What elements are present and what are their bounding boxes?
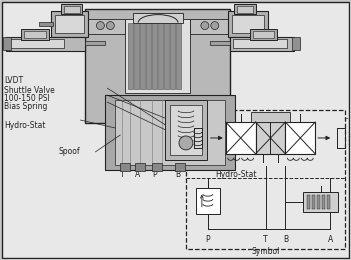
Bar xyxy=(133,13,183,23)
Bar xyxy=(9,40,64,48)
Bar xyxy=(24,30,46,38)
Text: P: P xyxy=(152,170,157,179)
Bar xyxy=(237,6,253,13)
Bar xyxy=(317,195,320,209)
Bar xyxy=(3,37,11,50)
Text: B: B xyxy=(283,235,288,244)
Text: Shuttle Valve: Shuttle Valve xyxy=(4,86,55,95)
Bar xyxy=(170,105,202,155)
Circle shape xyxy=(211,22,219,30)
Bar xyxy=(232,15,264,32)
Bar xyxy=(21,29,49,41)
Bar xyxy=(39,22,53,25)
Bar xyxy=(176,23,181,89)
Text: Hydro-Stat: Hydro-Stat xyxy=(4,121,45,129)
Bar xyxy=(134,23,139,89)
Bar xyxy=(292,37,300,50)
Bar xyxy=(51,11,88,36)
Text: B: B xyxy=(176,170,180,179)
Bar xyxy=(186,110,345,249)
Bar xyxy=(170,23,175,89)
Bar xyxy=(322,195,325,209)
Bar xyxy=(158,23,163,89)
Bar xyxy=(307,195,310,209)
Bar xyxy=(86,19,125,34)
Bar xyxy=(125,19,190,93)
Bar xyxy=(128,23,133,89)
Bar xyxy=(165,100,207,160)
Text: Symbol: Symbol xyxy=(251,247,280,256)
Circle shape xyxy=(106,22,114,30)
Bar xyxy=(120,163,130,171)
Bar xyxy=(64,6,80,13)
Bar xyxy=(164,23,169,89)
Bar xyxy=(152,23,157,89)
Bar xyxy=(228,11,267,36)
Text: A: A xyxy=(134,170,140,179)
Text: T: T xyxy=(120,170,125,179)
Bar xyxy=(234,4,256,14)
Bar xyxy=(86,9,230,123)
Bar xyxy=(233,40,287,48)
Bar xyxy=(61,4,82,14)
Bar xyxy=(86,42,105,46)
Bar xyxy=(285,122,315,154)
Bar xyxy=(256,122,285,154)
Text: A: A xyxy=(327,235,333,244)
Bar xyxy=(327,195,330,209)
Text: Hydro-Stat: Hydro-Stat xyxy=(215,170,256,179)
Text: T: T xyxy=(263,235,268,244)
Bar xyxy=(146,23,151,89)
Bar xyxy=(190,19,230,34)
Bar xyxy=(250,29,277,41)
Bar xyxy=(253,30,274,38)
Bar xyxy=(115,100,225,165)
Circle shape xyxy=(179,136,193,150)
Text: 100-150 PSI: 100-150 PSI xyxy=(4,94,50,103)
Bar xyxy=(226,122,256,154)
Bar xyxy=(312,195,315,209)
Bar xyxy=(303,192,338,212)
Bar xyxy=(175,163,185,171)
Text: Bias Spring: Bias Spring xyxy=(4,102,47,110)
Bar xyxy=(140,23,145,89)
Bar xyxy=(210,42,230,46)
Bar xyxy=(105,95,235,170)
Bar xyxy=(6,36,86,51)
Bar xyxy=(135,163,145,171)
Bar xyxy=(55,15,85,32)
Circle shape xyxy=(97,22,104,30)
Text: Spoof: Spoof xyxy=(59,147,80,156)
Text: LVDT: LVDT xyxy=(4,76,23,85)
Circle shape xyxy=(201,22,209,30)
Bar xyxy=(230,36,294,51)
Bar xyxy=(251,112,290,122)
Bar xyxy=(196,188,220,213)
Bar xyxy=(152,163,162,171)
Text: P: P xyxy=(206,235,210,244)
